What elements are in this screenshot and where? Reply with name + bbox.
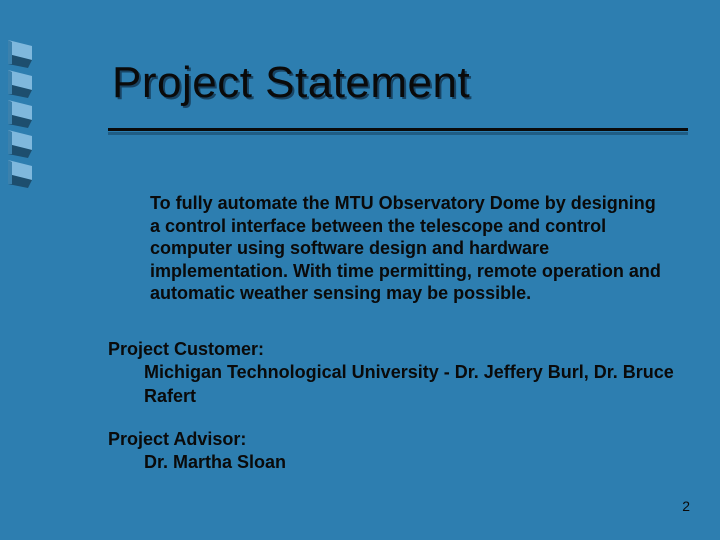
- project-customer-label: Project Customer:: [108, 338, 688, 361]
- ribbon-segment: [8, 100, 32, 128]
- project-advisor-section: Project Advisor: Dr. Martha Sloan: [108, 428, 688, 475]
- project-customer-value: Michigan Technological University - Dr. …: [108, 361, 688, 408]
- ribbon-segment: [8, 160, 32, 188]
- project-statement-body: To fully automate the MTU Observatory Do…: [150, 192, 670, 305]
- title-underline: [108, 128, 688, 131]
- project-advisor-label: Project Advisor:: [108, 428, 688, 451]
- page-number: 2: [682, 498, 690, 514]
- ribbon-decoration: [0, 0, 40, 540]
- ribbon-segment: [8, 70, 32, 98]
- slide-title: Project Statement: [112, 58, 470, 108]
- project-customer-section: Project Customer: Michigan Technological…: [108, 338, 688, 408]
- ribbon-segment: [8, 40, 32, 68]
- project-advisor-value: Dr. Martha Sloan: [108, 451, 688, 474]
- ribbon-segment: [8, 130, 32, 158]
